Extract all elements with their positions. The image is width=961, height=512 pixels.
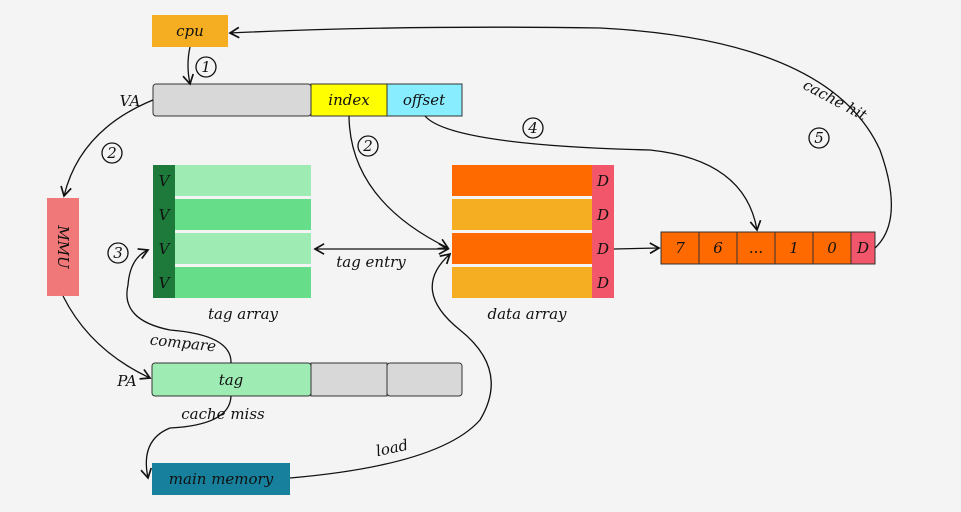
index-field [310,83,388,117]
edge-cache-miss [140,395,232,480]
mmu-node: MMU [47,198,79,296]
edge-cache-hit [228,26,893,249]
byte-label: ... [749,239,763,257]
step-markers: 1 2 2 3 4 5 [101,56,830,264]
edge-compare [126,248,232,364]
byte-label: 6 [713,239,723,257]
step-2: 2 [362,137,373,155]
va-label: VA [120,92,141,110]
virtual-address: index offset [152,83,463,117]
physical-address: tag [151,362,463,397]
data-array: D D D D [452,165,614,298]
tag-entry-label: tag entry [336,253,406,271]
index-label: index [328,91,370,109]
compare-label: compare [149,331,217,356]
cache-hit-label: cache hit [800,76,871,125]
offset-field [386,83,463,117]
step-5: 5 [814,129,824,147]
edge-index-data [348,115,450,250]
tag-array-label: tag array [208,305,279,323]
step-1: 1 [201,58,211,76]
cache-miss-label: cache miss [181,405,265,423]
dirty-bit: D [856,239,869,257]
main-memory-node: main memory [152,463,290,495]
step-3: 3 [113,244,123,262]
dirty-bit: D [596,240,609,258]
byte-label: 1 [789,239,799,257]
step-4: 4 [527,119,538,137]
byte-label: 0 [827,239,837,257]
edge-mmu-pa [62,295,152,380]
byte-label: 7 [675,239,685,257]
dirty-bit: D [596,274,609,292]
valid-bit: V [159,240,172,258]
valid-bit: V [159,206,172,224]
pa-tag-label: tag [219,371,244,389]
load-label: load [374,436,409,460]
valid-bit: V [159,172,172,190]
data-array-label: data array [488,305,568,323]
pa-label: PA [116,372,137,390]
step-2: 2 [106,144,117,162]
edge-cpu-va [182,46,195,86]
cpu-label: cpu [176,22,204,40]
dirty-bit: D [596,172,609,190]
main-memory-label: main memory [169,470,274,488]
valid-bit: V [159,274,172,292]
mmu-label: MMU [54,224,72,270]
edge-offset-line [424,115,762,232]
edge-load [289,252,492,479]
cpu-node: cpu [152,15,228,47]
edge-data-line [613,242,661,255]
offset-label: offset [403,91,446,109]
tag-array: V V V V [153,165,311,298]
cache-line: 7 6 ... 1 0 D [660,231,876,265]
dirty-bit: D [596,206,609,224]
edge-va-mmu [60,99,154,198]
